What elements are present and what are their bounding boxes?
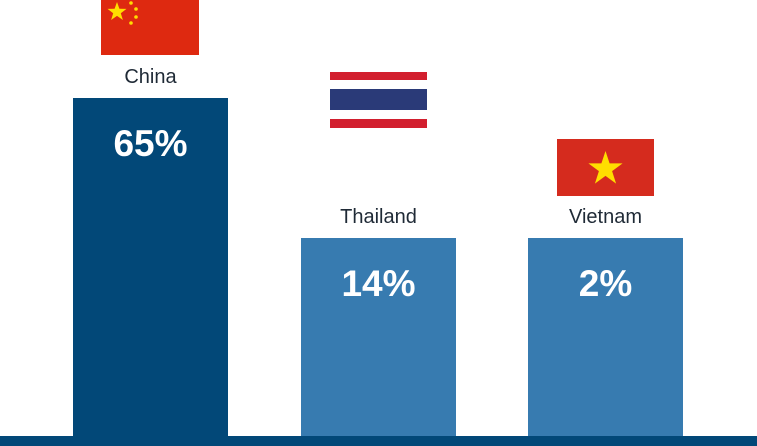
category-label-thailand: Thailand <box>340 206 417 228</box>
value-label-thailand: 14% <box>341 263 415 304</box>
category-label-china: China <box>124 66 177 88</box>
chart-baseline <box>0 436 757 446</box>
value-label-china: 65% <box>113 123 187 164</box>
thailand-flag-icon <box>330 72 427 128</box>
vietnam-flag-icon <box>557 139 654 196</box>
value-label-vietnam: 2% <box>579 263 632 304</box>
bar-vietnam <box>528 238 683 437</box>
bar-thailand <box>301 238 456 437</box>
bar-china <box>73 98 228 437</box>
category-label-vietnam: Vietnam <box>569 206 642 228</box>
china-flag-icon <box>101 0 199 55</box>
